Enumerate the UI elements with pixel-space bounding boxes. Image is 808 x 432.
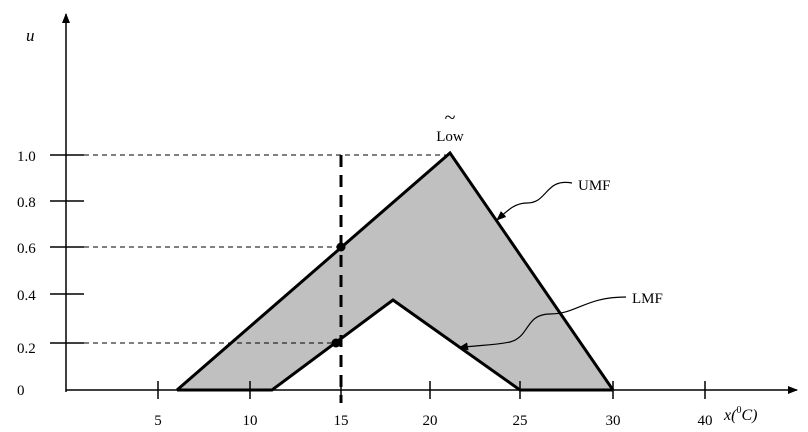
lower-intersection-point bbox=[331, 338, 341, 348]
x-axis-label-sup: 0 bbox=[736, 405, 741, 416]
lmf-callout-arrow bbox=[458, 296, 627, 351]
upper-membership-function bbox=[176, 150, 615, 392]
set-label-low: Low bbox=[436, 129, 464, 145]
y-tick-label: 0.8 bbox=[17, 195, 36, 211]
y-tick-label: 0 bbox=[17, 383, 25, 399]
footprint-of-uncertainty bbox=[177, 153, 613, 390]
y-tick-label: 0.2 bbox=[17, 341, 36, 357]
y-tick-label: 1.0 bbox=[17, 149, 36, 165]
umf-callout-arrow bbox=[496, 181, 573, 221]
y-tick-marks bbox=[50, 154, 84, 344]
y-tick-label: 0.6 bbox=[17, 241, 36, 257]
x-tick-label: 10 bbox=[243, 413, 258, 429]
x-axis-label-prefix: x( bbox=[723, 407, 738, 424]
x-tick-label: 25 bbox=[513, 413, 528, 429]
x-tick-label: 5 bbox=[154, 413, 162, 429]
x-tick-marks bbox=[157, 381, 706, 399]
lmf-label: LMF bbox=[632, 291, 663, 307]
umf-label: UMF bbox=[578, 178, 611, 194]
x-tick-label: 40 bbox=[698, 413, 713, 429]
upper-intersection-point bbox=[336, 242, 346, 252]
x-axis-label-unit: C) bbox=[741, 407, 757, 424]
x-axis-label: x(0C) bbox=[723, 405, 757, 424]
dashed-guides bbox=[66, 154, 450, 344]
x-tick-label: 20 bbox=[423, 413, 438, 429]
low-tilde: ~ bbox=[445, 107, 456, 129]
y-axis-label: u bbox=[26, 26, 35, 45]
x-tick-label: 15 bbox=[334, 413, 349, 429]
x-tick-label: 30 bbox=[606, 413, 621, 429]
y-tick-label: 0.4 bbox=[17, 288, 36, 304]
